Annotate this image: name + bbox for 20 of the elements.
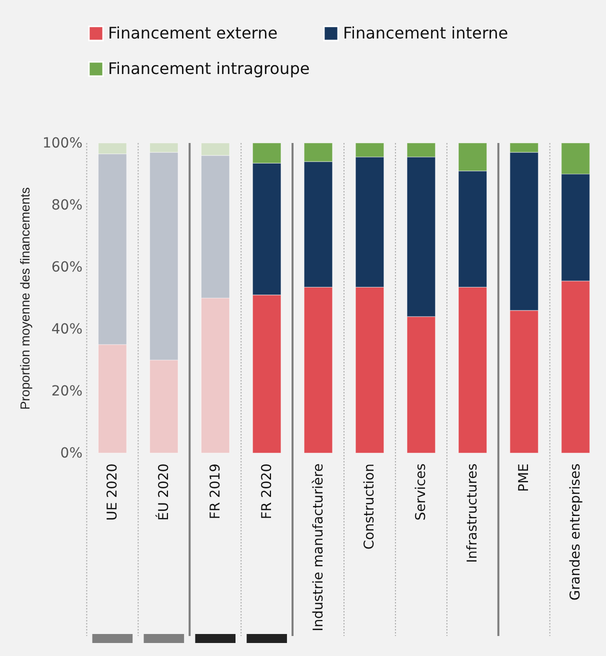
x-tick-label: ÉU 2020	[154, 464, 172, 521]
x-tick-label: UE 2020	[104, 464, 120, 521]
x-tick-label: PME	[516, 464, 532, 492]
y-tick-label: 20%	[51, 384, 82, 400]
x-tick-label: FR 2019	[207, 464, 224, 520]
y-axis-title: Proportion moyenne des financements	[17, 186, 32, 410]
x-tick-label: FR 2020	[258, 464, 275, 520]
y-tick-label: 40%	[51, 322, 82, 338]
legend-label: Financement intragroupe	[108, 59, 310, 78]
x-tick-label: Grandes entreprises	[568, 464, 584, 600]
y-tick-label: 100%	[42, 136, 82, 152]
x-tick-label: Construction	[362, 464, 378, 550]
x-tick-label: Services	[413, 464, 430, 520]
legend-label: Financement interne	[343, 23, 508, 42]
y-tick-label: 0%	[60, 446, 82, 462]
x-tick-label: Infrastructures	[464, 464, 481, 563]
x-tick-label: Industrie manufacturière	[310, 464, 326, 632]
y-tick-label: 60%	[51, 260, 82, 276]
legend-label: Financement externe	[108, 23, 278, 42]
y-tick-label: 80%	[51, 198, 82, 214]
